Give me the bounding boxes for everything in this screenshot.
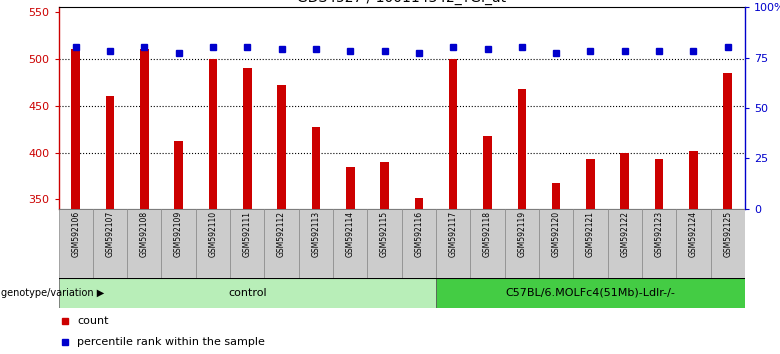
Text: GSM592115: GSM592115 [380, 211, 389, 257]
Bar [621, 153, 629, 209]
Text: GSM592116: GSM592116 [414, 211, 424, 257]
Text: percentile rank within the sample: percentile rank within the sample [77, 337, 265, 348]
Text: GSM592125: GSM592125 [723, 211, 732, 257]
Text: GSM592117: GSM592117 [448, 211, 458, 257]
Bar [299, 209, 333, 278]
Bar [402, 209, 436, 278]
Bar [573, 209, 608, 278]
Bar [518, 89, 526, 209]
Text: GSM592109: GSM592109 [174, 211, 183, 257]
Title: GDS4527 / 100114342_TGI_at: GDS4527 / 100114342_TGI_at [297, 0, 506, 5]
Bar [161, 209, 196, 278]
Text: GSM592106: GSM592106 [71, 211, 80, 257]
Bar [449, 59, 457, 209]
Text: GSM592122: GSM592122 [620, 211, 629, 257]
Bar [243, 68, 251, 209]
Text: GSM592124: GSM592124 [689, 211, 698, 257]
Bar [93, 209, 127, 278]
Text: GSM592107: GSM592107 [105, 211, 115, 257]
Bar [642, 209, 676, 278]
Bar [723, 73, 732, 209]
Bar [381, 162, 388, 209]
Bar [333, 209, 367, 278]
Bar [415, 198, 424, 209]
Bar [174, 141, 183, 209]
Text: GSM592123: GSM592123 [654, 211, 664, 257]
Bar [277, 85, 285, 209]
Bar [196, 209, 230, 278]
Bar [58, 278, 436, 308]
Bar [140, 49, 148, 209]
Bar [505, 209, 539, 278]
Bar [58, 209, 93, 278]
Bar [106, 96, 114, 209]
Bar [711, 209, 745, 278]
Bar [312, 127, 320, 209]
Bar [367, 209, 402, 278]
Bar [230, 209, 264, 278]
Text: GSM592119: GSM592119 [517, 211, 526, 257]
Text: GSM592118: GSM592118 [483, 211, 492, 257]
Text: count: count [77, 316, 109, 326]
Text: GSM592110: GSM592110 [208, 211, 218, 257]
Bar [608, 209, 642, 278]
Text: GSM592114: GSM592114 [346, 211, 355, 257]
Bar [127, 209, 161, 278]
Text: C57BL/6.MOLFc4(51Mb)-Ldlr-/-: C57BL/6.MOLFc4(51Mb)-Ldlr-/- [505, 288, 675, 298]
Bar [209, 59, 217, 209]
Bar [552, 183, 560, 209]
Bar [690, 151, 698, 209]
Text: genotype/variation ▶: genotype/variation ▶ [1, 288, 104, 298]
Text: control: control [228, 288, 267, 298]
Bar [264, 209, 299, 278]
Text: GSM592113: GSM592113 [311, 211, 321, 257]
Bar [436, 278, 745, 308]
Text: GSM592120: GSM592120 [551, 211, 561, 257]
Bar [676, 209, 711, 278]
Text: GSM592108: GSM592108 [140, 211, 149, 257]
Bar [539, 209, 573, 278]
Text: GSM592112: GSM592112 [277, 211, 286, 257]
Bar [587, 159, 594, 209]
Bar [654, 159, 663, 209]
Bar [470, 209, 505, 278]
Bar [436, 209, 470, 278]
Bar [71, 49, 80, 209]
Bar [346, 167, 354, 209]
Text: GSM592121: GSM592121 [586, 211, 595, 257]
Text: GSM592111: GSM592111 [243, 211, 252, 257]
Bar [484, 136, 492, 209]
